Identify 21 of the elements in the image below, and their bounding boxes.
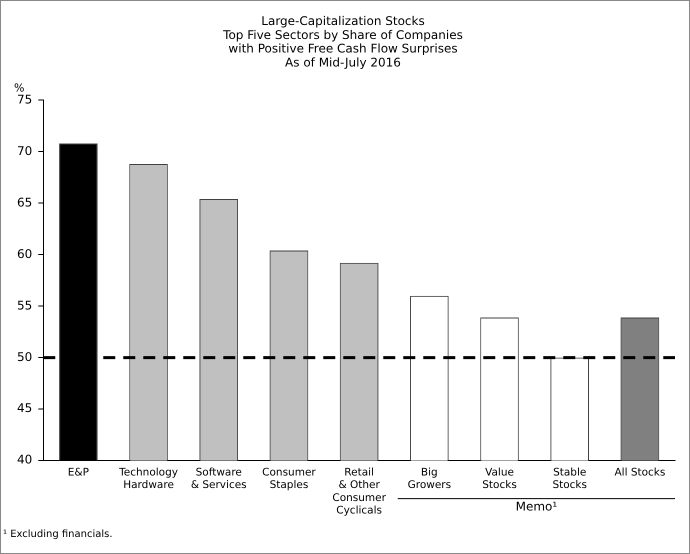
y-tick-label: 65 <box>16 195 32 210</box>
text: Memo¹ <box>516 500 558 514</box>
y-tick-label: 75 <box>16 92 32 106</box>
text: ¹ Excluding financials. <box>3 529 113 540</box>
y-axis-title: % <box>14 82 24 95</box>
y-tick-label: 70 <box>16 144 32 158</box>
x-tick-label: Big Growers <box>408 466 452 492</box>
x-tick-label: Value Stocks <box>482 466 517 492</box>
y-tick-label: 60 <box>16 246 32 261</box>
x-tick-label: Software & Services <box>190 466 247 492</box>
x-tick-label: All Stocks <box>614 466 666 479</box>
x-tick-label: Stable Stocks <box>552 466 587 492</box>
chart-title: Large-Capitalization Stocks Top Five Sectors by Share of Companies with Positive Free Cash Flow Surprises As of Mid-July 2016 <box>222 14 463 70</box>
y-tick-label: 55 <box>16 298 32 312</box>
x-tick-label: Technology Hardware <box>118 466 178 492</box>
x-tick-label: Retail & Other Consumer Cyclicals <box>332 466 387 516</box>
y-tick-label: 45 <box>16 401 32 416</box>
x-tick-label: E&P <box>68 466 89 479</box>
x-tick-label: Consumer Staples <box>262 466 316 492</box>
y-tick-label: 40 <box>16 452 32 467</box>
y-tick-label: 50 <box>16 350 32 364</box>
